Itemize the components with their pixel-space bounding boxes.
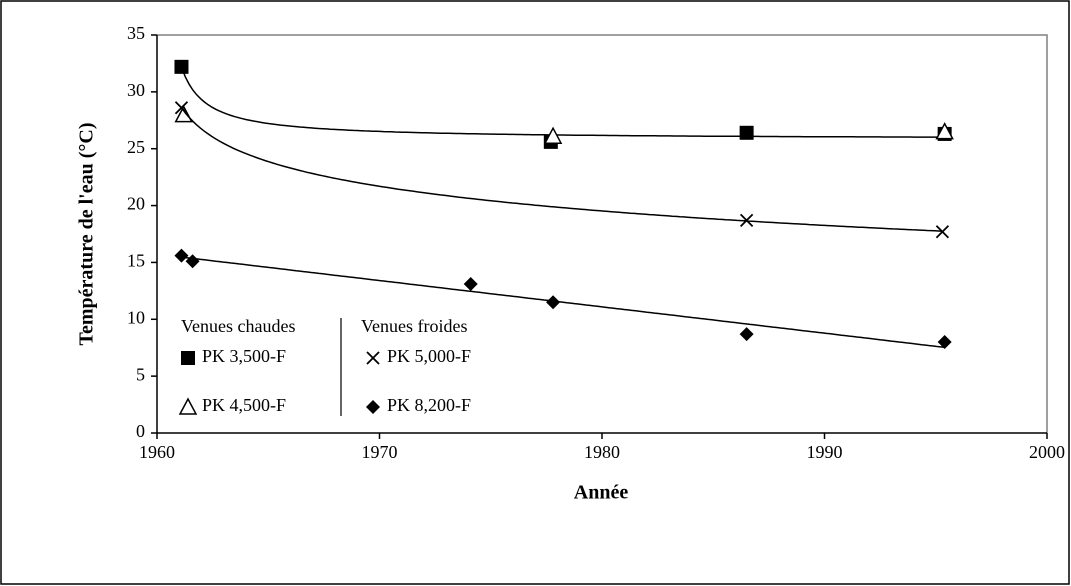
x-tick-label: 2000 <box>1029 442 1065 462</box>
plot-border <box>157 34 1048 433</box>
data-point <box>739 213 754 227</box>
y-tick-label: 30 <box>127 80 145 100</box>
y-tick-label: 0 <box>136 421 145 441</box>
y-tick-label: 20 <box>127 194 145 214</box>
legend-label: PK 3,500-F <box>202 346 286 366</box>
legend-group-title: Venues chaudes <box>181 316 295 336</box>
y-tick-label: 10 <box>127 307 145 327</box>
x-axis-title: Année <box>574 482 629 504</box>
data-point <box>546 295 561 310</box>
data-point <box>174 105 193 123</box>
data-point <box>935 225 950 239</box>
trendline <box>181 256 945 349</box>
legend-marker <box>178 397 198 415</box>
data-point <box>937 335 952 350</box>
data-point <box>543 126 563 144</box>
data-point <box>463 277 478 292</box>
legend-marker <box>181 351 195 365</box>
data-point <box>935 122 954 140</box>
legend-label: PK 8,200-F <box>387 395 471 415</box>
data-point <box>174 59 189 74</box>
legend-marker <box>366 351 380 365</box>
data-point <box>185 254 200 269</box>
legend-group-title: Venues froides <box>361 316 467 336</box>
x-tick-label: 1960 <box>139 442 175 462</box>
y-tick-label: 15 <box>127 251 145 271</box>
data-point <box>174 101 189 115</box>
x-tick-label: 1970 <box>362 442 398 462</box>
y-tick-label: 35 <box>127 23 145 43</box>
y-tick-label: 5 <box>136 364 145 384</box>
data-point <box>739 327 754 342</box>
legend-label: PK 5,000-F <box>387 346 471 366</box>
data-point <box>739 125 754 140</box>
legend-label: PK 4,500-F <box>202 395 286 415</box>
y-tick-label: 25 <box>127 137 145 157</box>
x-tick-label: 1980 <box>584 442 620 462</box>
trendline <box>180 66 945 138</box>
trendline <box>180 107 943 232</box>
y-axis-title: Température de l'eau (°C) <box>76 123 98 346</box>
legend-marker <box>366 400 380 414</box>
data-point <box>174 248 189 263</box>
x-tick-label: 1990 <box>807 442 843 462</box>
